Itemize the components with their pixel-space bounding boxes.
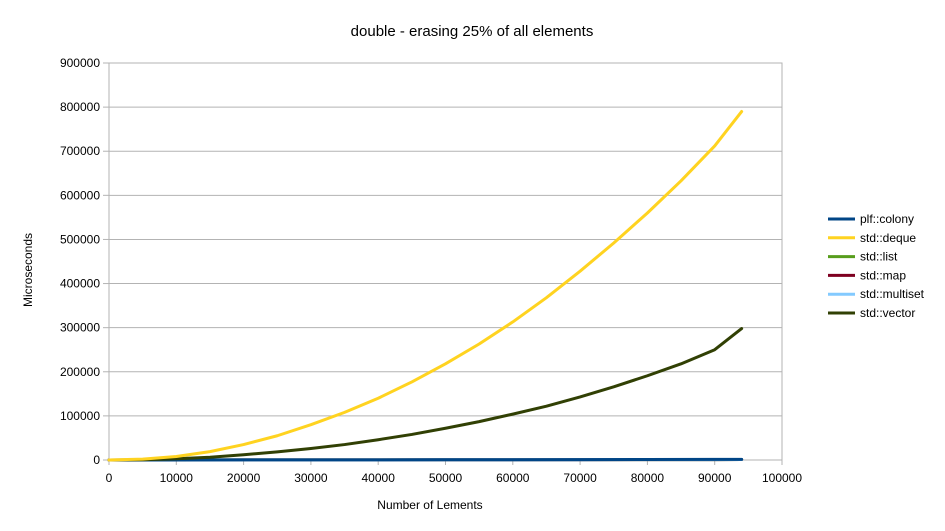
legend: plf::colonystd::dequestd::liststd::mapst… (828, 212, 925, 320)
x-tick-label: 20000 (227, 471, 261, 485)
y-tick-label: 600000 (60, 188, 100, 202)
series-line-std-deque (107, 110, 744, 462)
y-tick-label: 700000 (60, 144, 100, 158)
x-axis-ticks: 0 10000 20000 30000 40000 50000 60000 70000 8000… (106, 460, 802, 485)
y-axis-title: Microseconds (21, 233, 35, 307)
x-tick-label: 80000 (631, 471, 665, 485)
legend-entry: std::map (860, 268, 906, 282)
x-tick-label: 70000 (563, 471, 597, 485)
plot-frame (108, 62, 783, 461)
x-tick-label: 90000 (698, 471, 732, 485)
x-axis-title: Number of Lements (377, 498, 482, 512)
series-line-plf-colony (107, 457, 744, 462)
y-tick-label: 200000 (60, 365, 100, 379)
x-tick-label: 0 (106, 471, 113, 485)
x-tick-label: 50000 (429, 471, 463, 485)
x-tick-label: 60000 (496, 471, 530, 485)
x-tick-label: 100000 (762, 471, 802, 485)
y-tick-label: 500000 (60, 232, 100, 246)
gridlines (109, 62, 782, 461)
series-line-std-vector (107, 327, 744, 462)
y-tick-label: 0 (93, 453, 100, 467)
x-tick-label: 40000 (362, 471, 396, 485)
y-tick-label: 800000 (60, 100, 100, 114)
y-tick-label: 300000 (60, 321, 100, 335)
y-tick-label: 900000 (60, 56, 100, 70)
y-tick-label: 100000 (60, 409, 100, 423)
y-tick-label: 400000 (60, 277, 100, 291)
legend-entry: std::list (860, 250, 898, 264)
legend-entry: std::multiset (860, 287, 925, 301)
chart-title: double - erasing 25% of all elements (351, 23, 594, 40)
x-tick-label: 30000 (294, 471, 328, 485)
series-lines (107, 110, 744, 462)
y-axis-ticks: 0 100000 200000 300000 400000 500000 600000 700… (60, 56, 109, 467)
x-tick-label: 10000 (160, 471, 194, 485)
legend-entry: std::vector (860, 306, 915, 320)
legend-entry: std::deque (860, 231, 916, 245)
legend-entry: plf::colony (860, 212, 914, 226)
